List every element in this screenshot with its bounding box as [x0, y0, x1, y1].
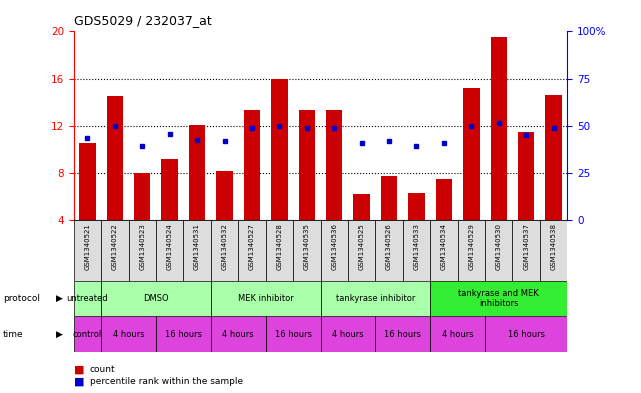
Text: 4 hours: 4 hours: [442, 330, 474, 338]
Bar: [518, 132, 535, 220]
Text: ■: ■: [74, 376, 84, 386]
Text: GSM1340536: GSM1340536: [331, 223, 337, 270]
Bar: [320, 316, 376, 352]
Text: 4 hours: 4 hours: [113, 330, 144, 338]
Bar: [156, 316, 211, 352]
Bar: [189, 125, 205, 220]
Text: GSM1340530: GSM1340530: [495, 223, 502, 270]
Text: 16 hours: 16 hours: [165, 330, 202, 338]
Bar: [512, 220, 540, 281]
Bar: [265, 220, 293, 281]
Bar: [540, 220, 567, 281]
Bar: [211, 316, 265, 352]
Text: count: count: [90, 365, 115, 374]
Bar: [463, 88, 479, 220]
Bar: [436, 179, 452, 220]
Bar: [376, 220, 403, 281]
Bar: [129, 220, 156, 281]
Bar: [101, 316, 156, 352]
Bar: [485, 316, 567, 352]
Text: GSM1340535: GSM1340535: [304, 223, 310, 270]
Bar: [320, 281, 430, 316]
Text: GSM1340526: GSM1340526: [386, 223, 392, 270]
Bar: [216, 171, 233, 220]
Bar: [485, 220, 512, 281]
Text: GSM1340538: GSM1340538: [551, 223, 556, 270]
Text: GSM1340534: GSM1340534: [441, 223, 447, 270]
Bar: [326, 110, 342, 220]
Text: GSM1340537: GSM1340537: [523, 223, 529, 270]
Text: GSM1340523: GSM1340523: [139, 223, 146, 270]
Bar: [490, 37, 507, 220]
Text: GSM1340522: GSM1340522: [112, 223, 118, 270]
Bar: [381, 176, 397, 220]
Bar: [211, 281, 320, 316]
Bar: [458, 220, 485, 281]
Bar: [376, 316, 430, 352]
Text: GSM1340529: GSM1340529: [469, 223, 474, 270]
Bar: [430, 316, 485, 352]
Text: GSM1340527: GSM1340527: [249, 223, 255, 270]
Text: GSM1340528: GSM1340528: [276, 223, 283, 270]
Bar: [74, 220, 101, 281]
Text: GDS5029 / 232037_at: GDS5029 / 232037_at: [74, 15, 212, 28]
Bar: [353, 194, 370, 220]
Bar: [271, 79, 288, 220]
Bar: [74, 316, 101, 352]
Bar: [183, 220, 211, 281]
Text: GSM1340533: GSM1340533: [413, 223, 419, 270]
Text: tankyrase and MEK
inhibitors: tankyrase and MEK inhibitors: [458, 289, 539, 309]
Bar: [545, 95, 562, 220]
Bar: [408, 193, 425, 220]
Text: protocol: protocol: [3, 294, 40, 303]
Text: GSM1340524: GSM1340524: [167, 223, 172, 270]
Bar: [162, 159, 178, 220]
Bar: [403, 220, 430, 281]
Bar: [101, 281, 211, 316]
Text: DMSO: DMSO: [143, 294, 169, 303]
Text: untreated: untreated: [67, 294, 108, 303]
Bar: [101, 220, 129, 281]
Text: GSM1340532: GSM1340532: [222, 223, 228, 270]
Text: GSM1340531: GSM1340531: [194, 223, 200, 270]
Text: ■: ■: [74, 364, 84, 375]
Bar: [211, 220, 238, 281]
Text: 16 hours: 16 hours: [508, 330, 545, 338]
Bar: [293, 220, 320, 281]
Text: MEK inhibitor: MEK inhibitor: [238, 294, 294, 303]
Text: 16 hours: 16 hours: [384, 330, 421, 338]
Bar: [134, 173, 151, 220]
Text: ▶: ▶: [56, 294, 62, 303]
Bar: [265, 316, 320, 352]
Bar: [348, 220, 376, 281]
Text: time: time: [3, 330, 24, 338]
Bar: [156, 220, 183, 281]
Bar: [320, 220, 348, 281]
Text: control: control: [73, 330, 102, 338]
Bar: [238, 220, 265, 281]
Bar: [74, 281, 101, 316]
Text: percentile rank within the sample: percentile rank within the sample: [90, 377, 243, 386]
Bar: [106, 96, 123, 220]
Text: tankyrase inhibitor: tankyrase inhibitor: [336, 294, 415, 303]
Bar: [79, 143, 96, 220]
Text: GSM1340521: GSM1340521: [85, 223, 90, 270]
Text: ▶: ▶: [56, 330, 62, 338]
Text: 4 hours: 4 hours: [332, 330, 363, 338]
Text: 4 hours: 4 hours: [222, 330, 254, 338]
Text: 16 hours: 16 hours: [274, 330, 312, 338]
Bar: [299, 110, 315, 220]
Bar: [430, 220, 458, 281]
Text: GSM1340525: GSM1340525: [358, 223, 365, 270]
Bar: [430, 281, 567, 316]
Bar: [244, 110, 260, 220]
